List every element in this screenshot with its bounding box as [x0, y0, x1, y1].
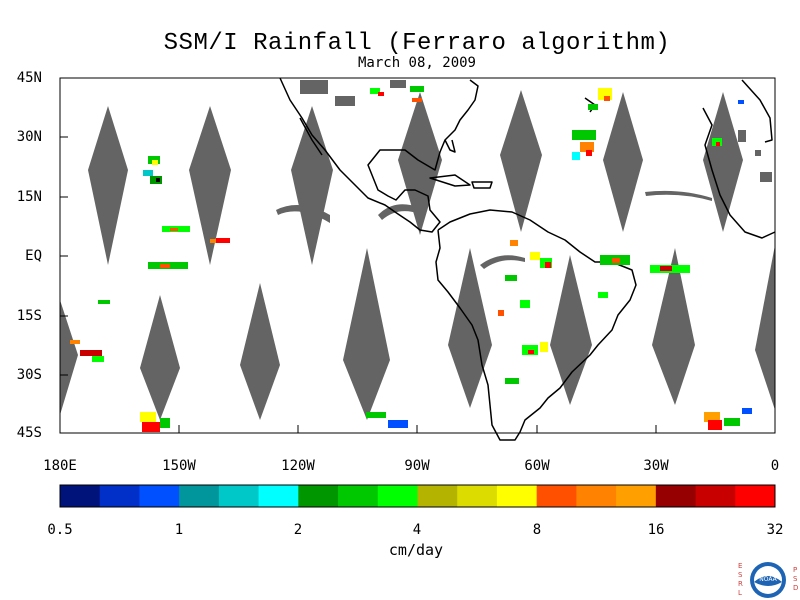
swath-gap [398, 92, 442, 235]
colorbar-swatch [576, 485, 617, 507]
swath-gap [603, 92, 643, 232]
lat-label-eq: EQ [25, 248, 42, 264]
swath-arc [480, 255, 525, 269]
swath-gap-layer [60, 90, 775, 420]
axis-ticks [59, 77, 776, 434]
colorbar-swatch [139, 485, 180, 507]
lat-label-45n: 45N [16, 70, 42, 86]
swath-gap [88, 106, 128, 265]
rain-cluster [370, 86, 424, 102]
colorbar-swatch [218, 485, 260, 507]
lon-label-120w: 120W [281, 458, 315, 474]
colorbar-swatch [338, 485, 379, 507]
florida [444, 139, 456, 153]
lon-label-0: 0 [770, 458, 780, 474]
lon-label-90w: 90W [404, 458, 430, 474]
rain-cluster [704, 408, 752, 430]
map-title: SSM/I Rainfall (Ferraro algorithm) [163, 30, 671, 57]
greenland-coast [741, 79, 773, 143]
colorbar-swatch [695, 485, 736, 507]
colorbar-swatch [417, 485, 458, 507]
lon-label-150w: 150W [162, 458, 196, 474]
lon-label-180e: 180E [43, 458, 77, 474]
swath-arc [645, 190, 712, 201]
rain-cluster [143, 156, 162, 184]
colorbar-units: cm/day [388, 541, 444, 559]
africa-coast [702, 107, 776, 239]
swath-gap [343, 248, 390, 420]
swath-gap [60, 300, 78, 415]
lat-label-30s: 30S [16, 367, 42, 383]
rain-cells-layer [70, 80, 772, 432]
swath-gap [140, 295, 180, 420]
colorbar-swatch [536, 485, 577, 507]
colorbar-swatch [655, 485, 697, 507]
swath-gap [291, 106, 333, 265]
rain-cluster [598, 255, 690, 298]
swath-gap [550, 255, 592, 405]
noaa-logo: NOAA [750, 562, 786, 598]
colorbar-label: 8 [532, 522, 542, 538]
cuba [429, 174, 471, 187]
swath-gap [240, 283, 280, 420]
swath-arc [276, 205, 330, 223]
map-date: March 08, 2009 [357, 55, 476, 71]
south-america-coast [435, 209, 637, 441]
snow-ice-patches [300, 80, 772, 182]
colorbar-swatch [99, 485, 140, 507]
colorbar-swatch [735, 485, 776, 507]
colorbar-swatch [457, 485, 498, 507]
colorbar-label: 4 [412, 522, 422, 538]
colorbar-swatch [298, 485, 339, 507]
colorbar-swatch [496, 485, 538, 507]
rain-cluster [572, 130, 596, 160]
rain-cluster [148, 226, 230, 269]
swath-gap [755, 245, 775, 410]
colorbar-swatch [60, 485, 101, 507]
rain-cluster [588, 88, 612, 110]
lat-label-45s: 45S [16, 425, 42, 441]
colorbar-label: 16 [647, 522, 665, 538]
colorbar-label: 2 [293, 522, 303, 538]
colorbar-swatch [616, 485, 657, 507]
rain-cluster [366, 412, 408, 428]
rain-cluster [70, 300, 110, 362]
swath-gap [500, 90, 542, 232]
lon-label-60w: 60W [524, 458, 550, 474]
colorbar-label: 32 [766, 522, 784, 538]
rain-cluster [712, 100, 744, 146]
swath-gap [448, 248, 492, 408]
rain-cluster [498, 240, 552, 384]
colorbar [60, 485, 776, 507]
lat-label-30n: 30N [16, 129, 42, 145]
lon-label-30w: 30W [643, 458, 669, 474]
colorbar-frame [59, 484, 776, 508]
colorbar-label: 1 [174, 522, 184, 538]
swath-gap [189, 106, 231, 265]
north-america-coast [279, 77, 479, 233]
colorbar-swatch [258, 485, 299, 507]
swath-gap [703, 92, 743, 232]
colorbar-swatch [377, 485, 418, 507]
lat-label-15s: 15S [16, 308, 42, 324]
noaa-logo-text: NOAA [759, 576, 777, 583]
swath-gap [652, 248, 695, 405]
coastline-layer [279, 77, 776, 441]
lat-label-15n: 15N [16, 189, 42, 205]
colorbar-swatch [179, 485, 220, 507]
rain-cluster [140, 412, 170, 432]
hispaniola [471, 181, 493, 189]
baja-peninsula [299, 117, 323, 156]
colorbar-label: 0.5 [47, 522, 73, 538]
